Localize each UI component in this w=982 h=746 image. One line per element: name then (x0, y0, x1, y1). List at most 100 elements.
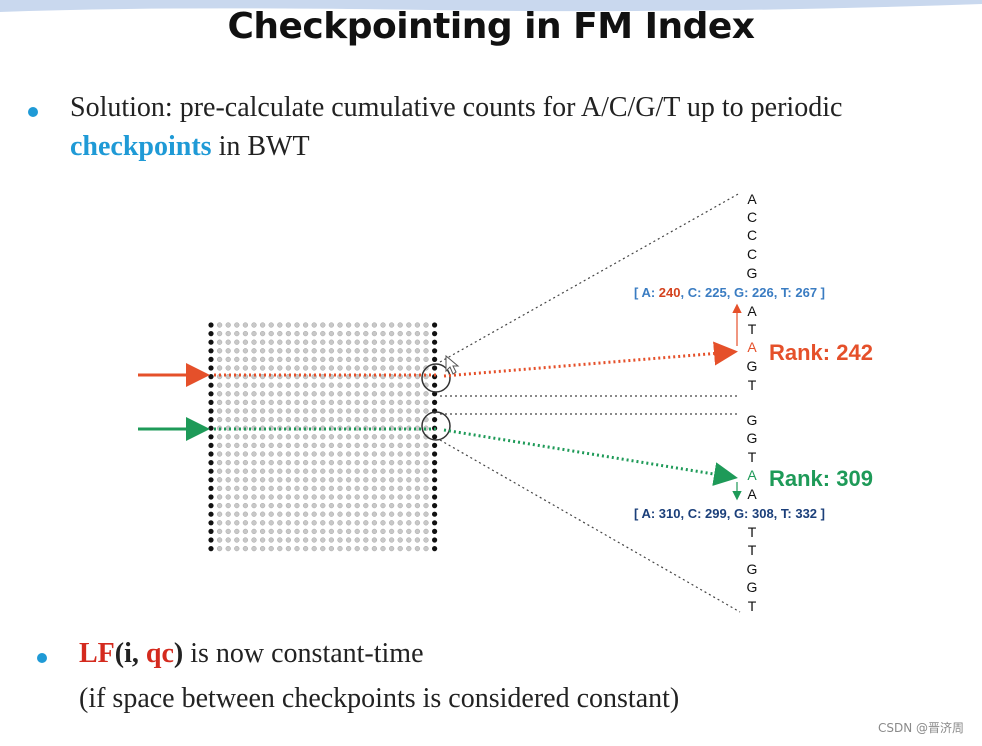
grid-dot (208, 494, 214, 500)
grid-dot (354, 511, 360, 517)
grid-dot (337, 339, 343, 345)
column-mid-letter: A (747, 303, 757, 319)
grid-dot (432, 399, 438, 405)
grid-dot (406, 322, 412, 328)
grid-dot (380, 468, 386, 474)
grid-dot (260, 442, 266, 449)
grid-dot (397, 408, 403, 414)
grid-dot (328, 408, 335, 414)
grid-dot (354, 485, 360, 492)
grid-dot (363, 485, 369, 492)
grid-dot (217, 442, 223, 449)
grid-dot (389, 451, 395, 457)
grid-dot (363, 382, 369, 388)
grid-dot (277, 365, 283, 371)
grid-dot (397, 365, 403, 371)
grid-dot (328, 391, 335, 397)
grid-dot (389, 408, 395, 414)
grid-dot (423, 503, 429, 509)
grid-dot (337, 485, 343, 492)
grid-dot (260, 374, 266, 380)
grid-dot (242, 528, 249, 535)
grid-dot (371, 442, 378, 449)
grid-dot (320, 434, 326, 440)
grid-dot (225, 460, 231, 466)
grid-dot (217, 331, 223, 337)
grid-dot (337, 434, 343, 440)
grid-dot (303, 434, 309, 440)
grid-dot (380, 494, 386, 500)
grid-dot (225, 451, 231, 457)
grid-dot (277, 537, 283, 543)
grid-dot (311, 494, 317, 500)
grid-dot (397, 348, 403, 354)
grid-dot (320, 382, 326, 388)
grid-dot (423, 451, 429, 457)
grid-dot (320, 477, 326, 483)
grid-dot (251, 468, 257, 474)
grid-dot (354, 339, 360, 345)
grid-dot (217, 451, 223, 457)
grid-dot (397, 331, 403, 337)
grid-dot (328, 348, 335, 354)
grid-dot (406, 503, 412, 509)
grid-dot (380, 331, 386, 337)
grid-dot (389, 382, 395, 388)
grid-dot (337, 460, 343, 466)
grid-dot (380, 322, 386, 328)
grid-dot (337, 417, 343, 423)
grid-dot (208, 348, 214, 354)
grid-dot (242, 356, 249, 363)
column-bottom-letter: G (747, 579, 758, 595)
checkpoints-highlight: checkpoints (70, 131, 212, 162)
grid-dot (260, 468, 266, 474)
grid-dot (432, 460, 438, 466)
grid-dot (397, 382, 403, 388)
grid-dot (242, 434, 249, 440)
grid-dot (397, 399, 403, 406)
grid-dot (346, 468, 352, 474)
grid-dot (225, 339, 231, 345)
grid-dot (268, 477, 274, 483)
grid-dot (217, 520, 223, 526)
grid-dot (225, 520, 231, 526)
grid-dot (423, 442, 429, 449)
grid-dot (242, 460, 249, 466)
grid-dot (268, 537, 274, 543)
grid-dot (311, 382, 317, 388)
grid-dot (414, 356, 421, 363)
grid-dot (389, 537, 395, 543)
grid-dot (363, 545, 369, 552)
grid-dot (337, 365, 343, 371)
grid-dot (285, 399, 292, 406)
column-bottom-letter: T (748, 598, 757, 614)
grid-dot (414, 322, 421, 328)
grid-dot (320, 365, 326, 371)
grid-dot (406, 511, 412, 517)
grid-dot (277, 477, 283, 483)
grid-dot (432, 434, 438, 440)
column-mid-letter: T (748, 377, 757, 393)
grid-dot (217, 399, 223, 406)
grid-dot (337, 503, 343, 509)
grid-dot (354, 434, 360, 440)
grid-dot (242, 545, 249, 552)
grid-dot (337, 399, 343, 406)
grid-dot (217, 511, 223, 517)
grid-dot (354, 537, 360, 543)
grid-dot (363, 537, 369, 543)
grid-dot (328, 494, 335, 500)
grid-dot (303, 528, 309, 535)
grid-dot (217, 382, 223, 388)
column-mid-letter: T (748, 321, 757, 337)
grid-dot (303, 408, 309, 414)
grid-dot (380, 442, 386, 449)
grid-dot (277, 417, 283, 423)
grid-dot (225, 494, 231, 500)
grid-dot (423, 494, 429, 500)
grid-dot (397, 528, 403, 535)
grid-dot (354, 408, 360, 414)
grid-dot (277, 503, 283, 509)
grid-dot (285, 477, 292, 483)
grid-dot (234, 417, 240, 423)
